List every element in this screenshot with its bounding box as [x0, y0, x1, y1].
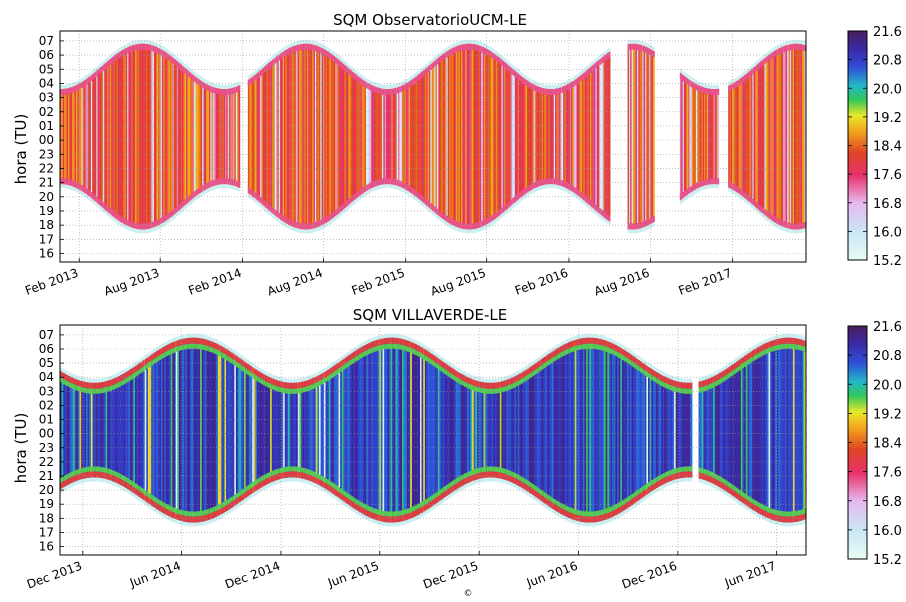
heatmap-band: [60, 39, 807, 234]
colorbar-tick-label: 17.6: [873, 168, 902, 183]
y-tick-label: 00: [39, 427, 54, 441]
y-tick-label: 03: [39, 384, 54, 398]
y-tick-label: 19: [39, 497, 54, 511]
x-tick-label: Feb 2013: [23, 266, 80, 298]
grid: [60, 325, 806, 555]
colorbar-tick-label: 16.8: [873, 495, 902, 510]
colorbar-tick-label: 18.4: [873, 437, 902, 452]
y-tick-label: 06: [39, 342, 54, 356]
x-tick-label: Dec 2014: [223, 559, 282, 592]
y-tick-label: 07: [39, 34, 54, 48]
plot-frame: [59, 324, 807, 556]
x-tick-label: Dec 2015: [421, 559, 480, 592]
chart-1-ylabel: hora (TU): [12, 114, 30, 185]
grid: [60, 31, 806, 262]
chart-1: SQM ObservatorioUCM-LE hora (TU) 0706050…: [12, 11, 902, 299]
colorbar-tick-label: 20.0: [873, 82, 902, 97]
x-tick-label: Aug 2013: [102, 266, 161, 299]
y-tick-label: 17: [39, 525, 54, 539]
y-tick-label: 20: [39, 190, 54, 204]
y-tick-label: 23: [39, 441, 54, 455]
x-tick-label: Aug 2015: [429, 266, 488, 299]
y-tick-label: 18: [39, 511, 54, 525]
x-tick-label: Aug 2014: [265, 266, 324, 299]
y-tick-label: 07: [39, 328, 54, 342]
x-tick-label: Aug 2016: [592, 266, 651, 299]
x-tick-label: Feb 2016: [513, 266, 570, 298]
y-tick-label: 00: [39, 133, 54, 147]
plot-frame: [59, 30, 807, 263]
y-tick-label: 19: [39, 204, 54, 218]
x-tick-label: Jun 2016: [524, 559, 580, 591]
y-tick-label: 21: [39, 176, 54, 190]
colorbar-tick-label: 20.8: [873, 54, 902, 69]
x-tick-label: Jun 2017: [722, 559, 778, 591]
y-tick-label: 01: [39, 413, 54, 427]
y-tick-label: 02: [39, 398, 54, 412]
colorbar-tick-label: 15.2: [873, 553, 902, 568]
chart-1-title: SQM ObservatorioUCM-LE: [333, 11, 527, 29]
y-tick-label: 05: [39, 62, 54, 76]
x-tick-label: Jun 2014: [127, 559, 183, 591]
colorbar-tick-label: 16.0: [873, 524, 902, 539]
y-tick-label: 06: [39, 48, 54, 62]
colorbar-tick-label: 21.6: [873, 320, 902, 335]
chart-2-title: SQM VILLAVERDE-LE: [353, 306, 508, 324]
chart-2-ylabel: hora (TU): [12, 413, 30, 484]
x-tick-label: Jun 2015: [325, 559, 381, 591]
y-tick-label: 22: [39, 455, 54, 469]
y-tick-label: 20: [39, 483, 54, 497]
y-tick-label: 05: [39, 356, 54, 370]
colorbar-tick-label: 16.0: [873, 225, 902, 240]
x-tick-label: Feb 2014: [186, 266, 243, 298]
y-tick-label: 04: [39, 76, 54, 90]
x-tick-label: Feb 2017: [677, 266, 734, 298]
colorbar-tick-label: 20.0: [873, 378, 902, 393]
x-tick-label: Dec 2016: [620, 559, 679, 592]
y-tick-label: 22: [39, 161, 54, 175]
x-tick-label: Dec 2013: [25, 559, 84, 592]
y-tick-label: 01: [39, 119, 54, 133]
colorbar-tick-label: 15.2: [873, 254, 902, 269]
y-tick-label: 17: [39, 232, 54, 246]
y-tick-label: 16: [39, 246, 54, 260]
colorbar-tick-label: 16.8: [873, 197, 902, 212]
y-tick-label: 16: [39, 540, 54, 554]
colorbar-tick-label: 19.2: [873, 111, 902, 126]
colorbar-tick-label: 21.6: [873, 25, 902, 40]
colorbar-tick-label: 20.8: [873, 349, 902, 364]
y-tick-label: 03: [39, 91, 54, 105]
copyright-mark: ©: [464, 589, 473, 599]
y-tick-label: 23: [39, 147, 54, 161]
chart-2: SQM VILLAVERDE-LE hora (TU) 070605040302…: [12, 306, 902, 592]
colorbar-tick-label: 18.4: [873, 140, 902, 155]
colorbar-tick-label: 17.6: [873, 466, 902, 481]
y-tick-label: 04: [39, 370, 54, 384]
y-tick-label: 18: [39, 218, 54, 232]
colorbar-tick-label: 19.2: [873, 407, 902, 422]
x-tick-label: Feb 2015: [350, 266, 407, 298]
y-tick-label: 21: [39, 469, 54, 483]
y-tick-label: 02: [39, 105, 54, 119]
